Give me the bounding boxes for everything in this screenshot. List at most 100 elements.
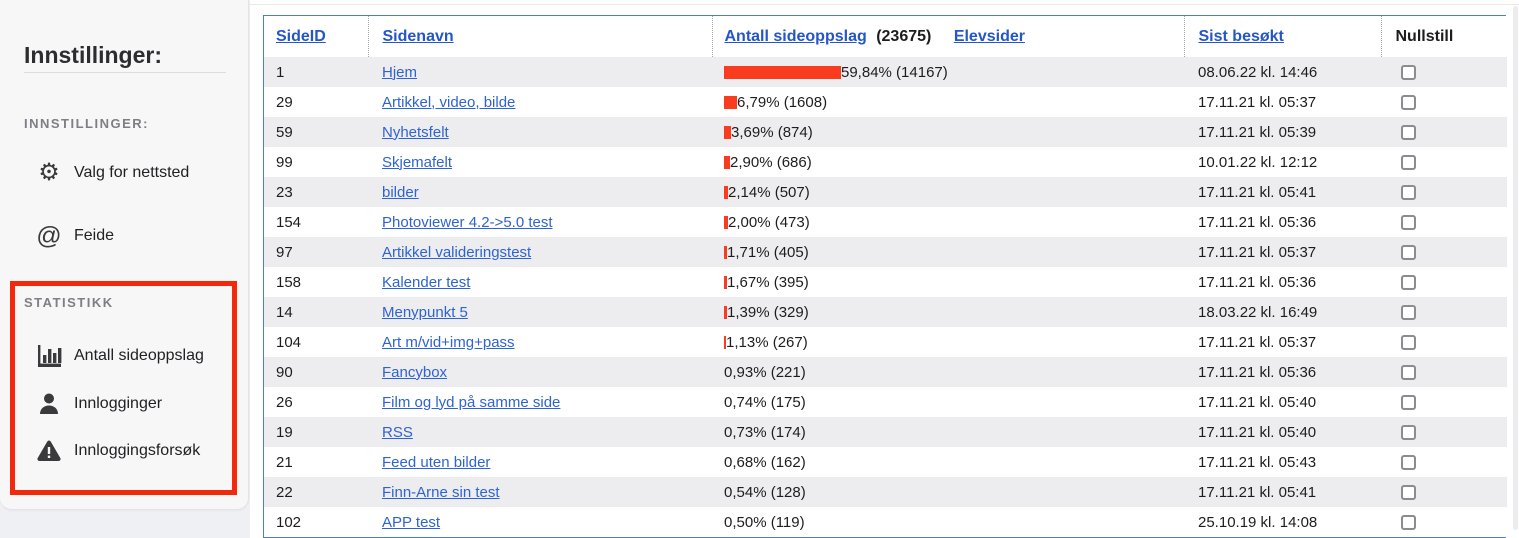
page-views-table: SideID Sidenavn Antall sideoppslag (2367… <box>264 16 1507 537</box>
cell-sidenavn: RSS <box>368 417 712 447</box>
page-link[interactable]: Finn-Arne sin test <box>382 483 500 501</box>
cell-nullstill <box>1381 447 1507 477</box>
cell-nullstill <box>1381 177 1507 207</box>
column-header-sidenavn: Sidenavn <box>367 16 712 57</box>
nullstill-checkbox[interactable] <box>1401 304 1416 320</box>
cell-sist-besokt: 10.01.22 kl. 12:12 <box>1198 153 1318 171</box>
page-link[interactable]: Film og lyd på samme side <box>382 393 561 411</box>
nullstill-checkbox[interactable] <box>1401 364 1416 380</box>
nullstill-checkbox[interactable] <box>1401 64 1416 80</box>
views-percentage-label: 0,54% (128) <box>724 483 806 501</box>
cell-sideid: 97 <box>276 243 293 261</box>
page-link[interactable]: Menypunkt 5 <box>382 303 468 321</box>
nullstill-checkbox[interactable] <box>1401 94 1416 110</box>
cell-antall-sideoppslag: 3,69% (874) <box>712 117 1184 147</box>
table-row: 14 Menypunkt 5 1,39% (329) 18.03.22 kl. 16:… <box>264 297 1507 327</box>
vertical-scrollbar[interactable] <box>1513 6 1518 530</box>
person-icon <box>36 391 62 417</box>
table-row: 19 RSS 0,73% (174) 17.11.21 kl. 05:40 <box>264 417 1507 447</box>
cell-antall-sideoppslag: 2,14% (507) <box>712 177 1184 207</box>
percentage-bar <box>724 215 728 229</box>
cell-sidenavn: Photoviewer 4.2->5.0 test <box>368 207 712 237</box>
views-percentage-label: 2,00% (473) <box>728 213 810 231</box>
cell-sist-besokt: 17.11.21 kl. 05:37 <box>1198 333 1317 351</box>
nullstill-checkbox[interactable] <box>1401 154 1416 170</box>
nullstill-checkbox[interactable] <box>1401 454 1416 470</box>
sort-link-sidenavn[interactable]: Sidenavn <box>382 27 454 45</box>
sort-link-antall-sideoppslag[interactable]: Antall sideoppslag <box>724 27 867 45</box>
cell-antall-sideoppslag: 0,74% (175) <box>712 387 1184 417</box>
cell-sidenavn: Artikkel, video, bilde <box>368 87 712 117</box>
cell-antall-sideoppslag: 1,67% (395) <box>712 267 1184 297</box>
cell-sidenavn: Film og lyd på samme side <box>368 387 712 417</box>
nullstill-checkbox[interactable] <box>1401 334 1416 350</box>
nullstill-checkbox[interactable] <box>1401 124 1416 140</box>
cell-antall-sideoppslag: 0,93% (221) <box>712 357 1184 387</box>
nullstill-checkbox[interactable] <box>1401 484 1416 500</box>
column-header-sideid: SideID <box>264 16 368 57</box>
sidebar: Innstillinger: INNSTILLINGER: ⚙ Valg for… <box>0 0 250 538</box>
sidebar-item-antall-sideoppslag[interactable]: Antall sideoppslag <box>36 343 204 369</box>
table-row: 102 APP test 0,50% (119) 25.10.19 kl. 14:08 <box>264 507 1507 537</box>
page-link[interactable]: Photoviewer 4.2->5.0 test <box>382 213 553 231</box>
sidebar-item-feide[interactable]: @ Feide <box>36 223 114 249</box>
cell-sist-besokt: 25.10.19 kl. 14:08 <box>1198 513 1318 531</box>
cell-sidenavn: Fancybox <box>368 357 712 387</box>
cell-sist-besokt: 17.11.21 kl. 05:43 <box>1198 453 1317 471</box>
nullstill-checkbox[interactable] <box>1401 394 1416 410</box>
cell-sist-besokt: 08.06.22 kl. 14:46 <box>1198 63 1318 81</box>
page-link[interactable]: bilder <box>382 183 419 201</box>
page-link[interactable]: RSS <box>382 423 413 441</box>
nullstill-checkbox[interactable] <box>1401 184 1416 200</box>
page-link[interactable]: Art m/vid+img+pass <box>382 333 515 351</box>
cell-sidenavn: Artikkel valideringstest <box>368 237 712 267</box>
page-link[interactable]: Artikkel valideringstest <box>382 243 532 261</box>
cell-sidenavn: Art m/vid+img+pass <box>368 327 712 357</box>
table-header-row: SideID Sidenavn Antall sideoppslag (2367… <box>264 16 1507 57</box>
cell-nullstill <box>1381 147 1507 177</box>
cell-antall-sideoppslag: 0,54% (128) <box>712 477 1184 507</box>
cell-nullstill <box>1381 267 1507 297</box>
cell-sist-besokt: 17.11.21 kl. 05:36 <box>1198 273 1317 291</box>
views-percentage-label: 0,93% (221) <box>724 363 806 381</box>
table-row: 26 Film og lyd på samme side 0,74% (175) 17… <box>264 387 1507 417</box>
percentage-bar <box>724 125 731 139</box>
elevsider-link[interactable]: Elevsider <box>953 27 1025 45</box>
page-link[interactable]: Nyhetsfelt <box>382 123 449 141</box>
table-row: 23 bilder 2,14% (507) 17.11.21 kl. 05:41 <box>264 177 1507 207</box>
cell-sidenavn: Menypunkt 5 <box>368 297 712 327</box>
percentage-bar <box>724 275 727 289</box>
page-views-table-container: SideID Sidenavn Antall sideoppslag (2367… <box>263 15 1507 538</box>
page-link[interactable]: Kalender test <box>382 273 471 291</box>
sort-link-sideid[interactable]: SideID <box>276 27 326 45</box>
nullstill-checkbox[interactable] <box>1401 274 1416 290</box>
sort-link-sist-besokt[interactable]: Sist besøkt <box>1198 27 1284 45</box>
page-link[interactable]: Fancybox <box>382 363 448 381</box>
views-percentage-label: 0,74% (175) <box>724 393 806 411</box>
nullstill-checkbox[interactable] <box>1401 244 1416 260</box>
table-row: 59 Nyhetsfelt 3,69% (874) 17.11.21 kl. 05:3… <box>264 117 1507 147</box>
nullstill-checkbox[interactable] <box>1401 424 1416 440</box>
cell-nullstill <box>1381 387 1507 417</box>
cell-antall-sideoppslag: 0,50% (119) <box>712 507 1184 537</box>
nullstill-checkbox[interactable] <box>1401 514 1416 530</box>
cell-nullstill <box>1381 327 1507 357</box>
page-link[interactable]: APP test <box>382 513 441 531</box>
page-link[interactable]: Skjemafelt <box>382 153 453 171</box>
cell-sidenavn: bilder <box>368 177 712 207</box>
cell-sideid: 29 <box>276 93 293 111</box>
nullstill-checkbox[interactable] <box>1401 214 1416 230</box>
bar-chart-icon <box>36 343 62 369</box>
page-link[interactable]: Feed uten bilder <box>382 453 491 471</box>
cell-sidenavn: Finn-Arne sin test <box>368 477 712 507</box>
cell-antall-sideoppslag: 1,13% (267) <box>712 327 1184 357</box>
sidebar-item-innloggingsforsok[interactable]: Innloggingsforsøk <box>36 438 200 464</box>
page-link[interactable]: Hjem <box>382 63 418 81</box>
cell-sideid: 104 <box>276 333 302 351</box>
sidebar-item-valg-for-nettsted[interactable]: ⚙ Valg for nettsted <box>36 160 189 186</box>
sidebar-item-innlogginger[interactable]: Innlogginger <box>36 391 162 417</box>
views-percentage-label: 2,90% (686) <box>730 153 812 171</box>
statistics-highlight-box: STATISTIKK Antall sideoppslag <box>10 281 237 495</box>
column-header-nullstill: Nullstill <box>1380 16 1507 57</box>
page-link[interactable]: Artikkel, video, bilde <box>382 93 516 111</box>
